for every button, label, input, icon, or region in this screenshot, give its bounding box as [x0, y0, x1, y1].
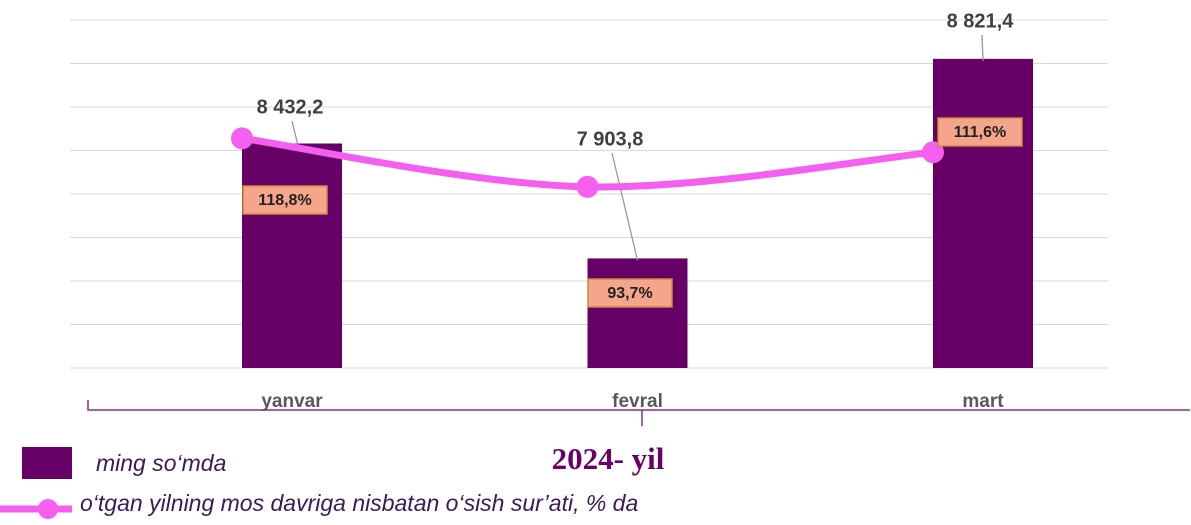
x-tick-label: yanvar — [261, 391, 323, 412]
bar — [242, 143, 342, 368]
x-tick-label: mart — [962, 391, 1004, 412]
bar — [933, 58, 1033, 369]
period-bracket — [87, 400, 1190, 411]
line-marker — [576, 175, 599, 198]
data-label: 7 903,8 — [577, 128, 644, 150]
bar — [587, 258, 688, 368]
data-label-box — [587, 278, 673, 308]
legend-swatch-marker — [38, 499, 58, 519]
data-label: 111,6% — [954, 124, 1007, 141]
data-label-box — [242, 185, 328, 215]
x-tick-label: fevral — [612, 391, 663, 412]
period-label: 2024- yil — [552, 441, 665, 476]
data-label-box — [937, 117, 1023, 147]
data-label: 118,8% — [258, 192, 311, 209]
data-label: 93,7% — [607, 285, 652, 302]
line-marker — [231, 127, 253, 150]
legend-label: ming so‘mda — [96, 450, 226, 476]
legend-label: o‘tgan yilning mos davriga nisbatan o‘si… — [80, 490, 638, 516]
legend-swatch-bar — [22, 447, 72, 479]
data-label: 8 821,4 — [947, 10, 1015, 32]
leader-line — [291, 120, 299, 146]
leader-line — [981, 34, 984, 61]
data-label: 8 432,2 — [257, 96, 324, 118]
leader-line — [611, 152, 639, 261]
